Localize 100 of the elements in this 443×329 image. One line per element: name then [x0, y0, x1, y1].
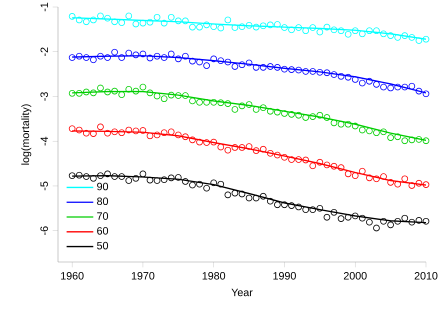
- point: [252, 64, 260, 71]
- point: [281, 110, 288, 117]
- point: [252, 194, 260, 202]
- point: [394, 133, 402, 140]
- point: [76, 16, 83, 24]
- point: [324, 214, 330, 221]
- legend-label: 90: [97, 182, 108, 190]
- x-tick-label: 2010: [414, 272, 438, 280]
- point: [366, 78, 373, 85]
- point: [394, 180, 402, 188]
- point: [76, 126, 83, 134]
- point: [189, 136, 196, 144]
- point: [196, 58, 203, 66]
- point: [68, 90, 76, 97]
- point: [174, 132, 182, 138]
- legend-label: 70: [97, 212, 108, 220]
- point: [210, 179, 218, 186]
- point: [387, 32, 394, 39]
- point: [196, 180, 203, 188]
- point: [217, 57, 224, 64]
- point: [217, 24, 224, 32]
- point: [104, 54, 111, 61]
- point: [260, 146, 267, 153]
- point: [203, 98, 210, 106]
- point: [168, 50, 175, 58]
- point: [302, 68, 310, 75]
- point: [358, 30, 366, 38]
- y-tick-label: -3: [40, 92, 48, 101]
- point: [210, 138, 218, 146]
- point: [174, 92, 182, 99]
- point: [366, 174, 373, 182]
- point: [168, 92, 175, 98]
- point: [82, 18, 90, 26]
- point: [281, 24, 288, 31]
- point: [330, 209, 338, 216]
- point: [373, 27, 380, 34]
- point: [154, 14, 160, 21]
- point: [373, 81, 380, 88]
- point: [401, 137, 408, 144]
- point: [366, 128, 373, 134]
- point: [224, 16, 232, 24]
- point: [316, 204, 324, 212]
- point: [380, 173, 387, 180]
- point: [154, 177, 160, 184]
- y-tick-label: -4: [40, 136, 48, 146]
- point: [401, 84, 408, 90]
- point: [210, 56, 218, 62]
- point: [352, 212, 359, 220]
- point: [132, 20, 140, 28]
- point: [146, 90, 154, 96]
- point: [203, 139, 210, 146]
- point: [125, 86, 132, 93]
- point: [309, 113, 316, 120]
- point: [401, 32, 408, 39]
- point: [344, 30, 352, 38]
- point: [104, 130, 111, 136]
- point: [97, 12, 104, 20]
- point: [252, 147, 260, 154]
- point: [118, 54, 126, 61]
- point: [68, 125, 76, 132]
- point: [316, 158, 324, 166]
- point: [160, 176, 168, 184]
- point: [76, 172, 83, 179]
- point: [338, 120, 344, 128]
- point: [338, 215, 344, 222]
- x-axis-title: Year: [231, 288, 253, 296]
- point: [266, 63, 274, 70]
- point: [330, 26, 338, 34]
- point: [82, 88, 90, 96]
- point: [281, 66, 288, 73]
- point: [132, 88, 140, 94]
- point: [182, 18, 189, 24]
- point: [104, 88, 111, 96]
- point: [132, 175, 140, 182]
- point: [394, 34, 402, 41]
- point: [140, 20, 146, 26]
- point: [352, 122, 359, 130]
- point: [338, 164, 344, 171]
- point: [358, 80, 366, 86]
- point: [189, 98, 196, 104]
- point: [140, 170, 146, 178]
- point: [238, 144, 246, 151]
- x-tick-label: 1980: [202, 272, 226, 280]
- point: [217, 180, 224, 188]
- point: [416, 180, 422, 187]
- point: [125, 126, 132, 134]
- point: [238, 23, 246, 30]
- point: [408, 82, 416, 90]
- legend-label: 80: [97, 198, 108, 206]
- point: [104, 14, 111, 22]
- point: [118, 173, 126, 180]
- point: [316, 112, 324, 119]
- point: [146, 18, 154, 26]
- point: [160, 54, 168, 61]
- point: [217, 144, 224, 150]
- point: [252, 106, 260, 113]
- point: [196, 138, 203, 146]
- point: [168, 174, 175, 182]
- point: [174, 56, 182, 62]
- point: [118, 19, 126, 26]
